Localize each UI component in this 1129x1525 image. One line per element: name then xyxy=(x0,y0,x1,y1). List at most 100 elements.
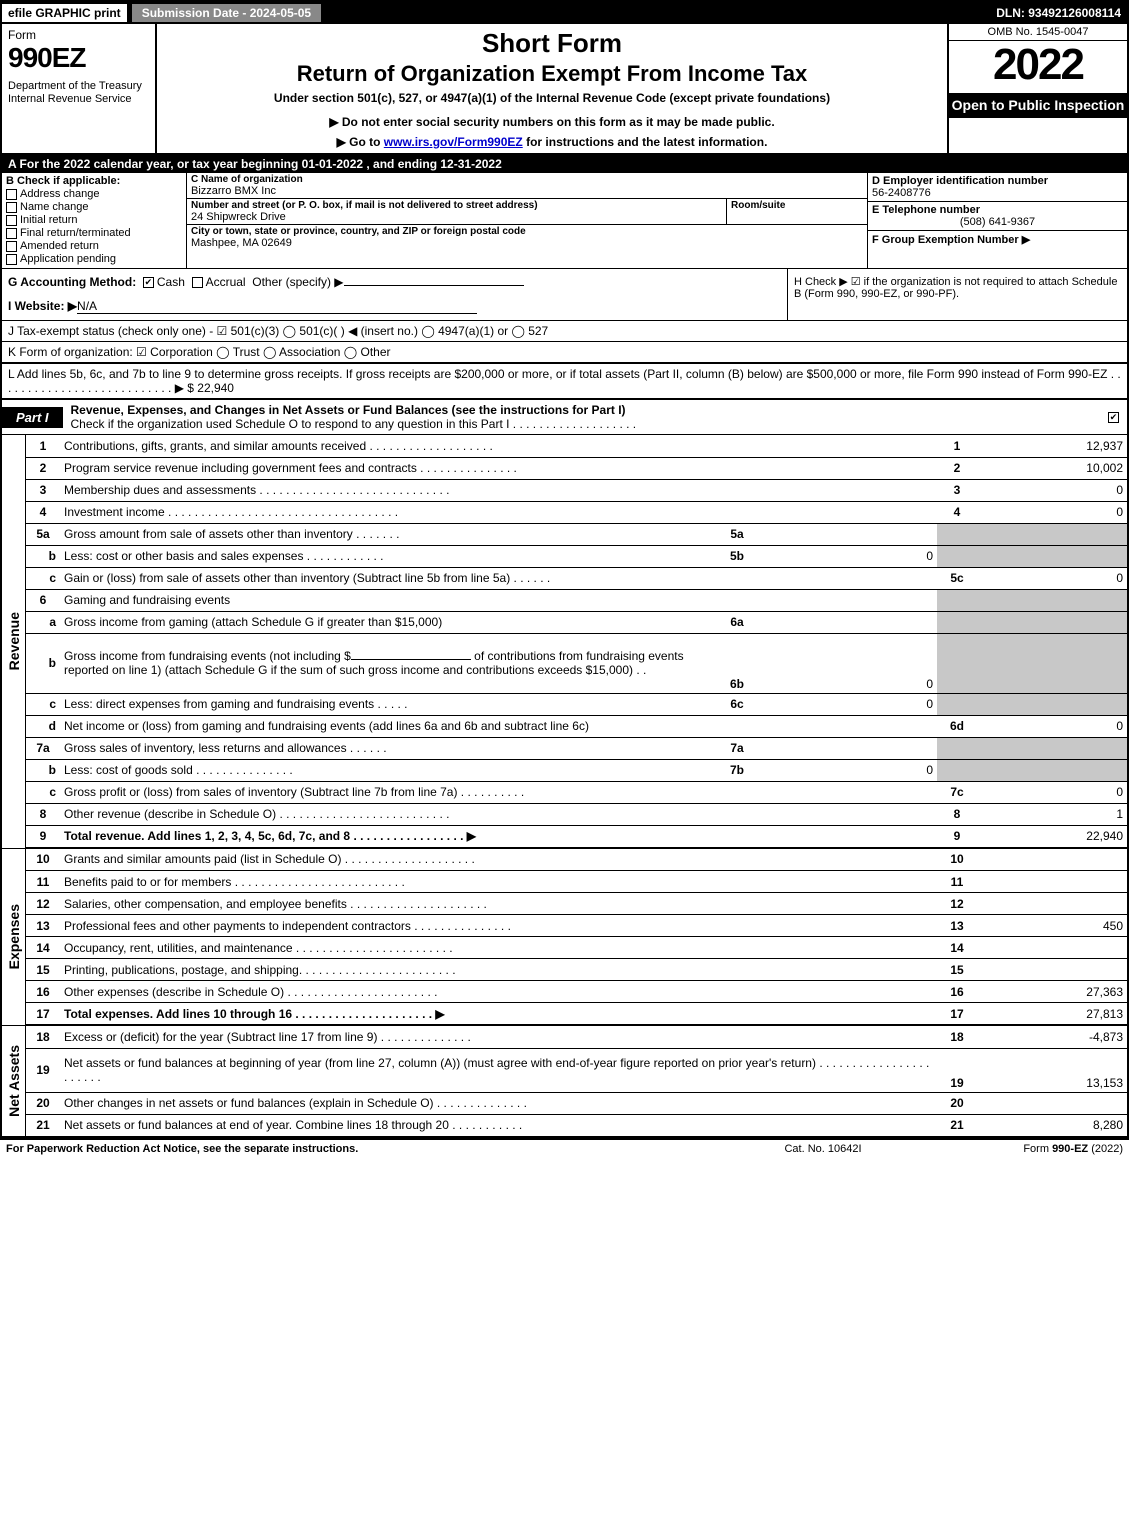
line-6b: bGross income from fundraising events (n… xyxy=(26,633,1127,693)
top-bar: efile GRAPHIC print Submission Date - 20… xyxy=(2,2,1127,24)
line-15: 15Printing, publications, postage, and s… xyxy=(26,959,1127,981)
line-16: 16Other expenses (describe in Schedule O… xyxy=(26,981,1127,1003)
expenses-label-col: Expenses xyxy=(2,849,26,1026)
org-name: Bizzarro BMX Inc xyxy=(191,185,863,197)
e-label: E Telephone number xyxy=(872,204,1123,216)
open-to-public: Open to Public Inspection xyxy=(949,93,1127,118)
part-i-tab: Part I xyxy=(2,407,63,428)
l-text: L Add lines 5b, 6c, and 7b to line 9 to … xyxy=(8,367,1121,395)
section-c-name-address: C Name of organization Bizzarro BMX Inc … xyxy=(187,173,867,268)
ein-value: 56-2408776 xyxy=(872,187,1123,199)
section-h: H Check ▶ ☑ if the organization is not r… xyxy=(787,269,1127,320)
line-l-gross-receipts: L Add lines 5b, 6c, and 7b to line 9 to … xyxy=(2,364,1127,398)
line-14: 14Occupancy, rent, utilities, and mainte… xyxy=(26,937,1127,959)
catalog-number: Cat. No. 10642I xyxy=(723,1143,923,1155)
form-number: 990EZ xyxy=(8,42,149,74)
form-word: Form xyxy=(8,28,149,42)
street-label: Number and street (or P. O. box, if mail… xyxy=(191,200,722,211)
cb-initial-return[interactable]: Initial return xyxy=(6,214,182,226)
city-value: Mashpee, MA 02649 xyxy=(191,237,863,249)
line-20: 20Other changes in net assets or fund ba… xyxy=(26,1092,1127,1114)
net-assets-label: Net Assets xyxy=(6,1045,22,1117)
line-6c: cLess: direct expenses from gaming and f… xyxy=(26,693,1127,715)
net-assets-section: Net Assets 18Excess or (deficit) for the… xyxy=(2,1026,1127,1138)
ssn-warning: ▶ Do not enter social security numbers o… xyxy=(165,115,939,129)
note2-suffix: for instructions and the latest informat… xyxy=(523,135,768,149)
line-5c: cGain or (loss) from sale of assets othe… xyxy=(26,567,1127,589)
6b-contrib-input[interactable] xyxy=(351,659,471,660)
cb-application-pending[interactable]: Application pending xyxy=(6,253,182,265)
expenses-label: Expenses xyxy=(6,904,22,969)
city-label: City or town, state or province, country… xyxy=(191,226,863,237)
dln-label: DLN: 93492126008114 xyxy=(996,6,1127,20)
group-exemption-cell: F Group Exemption Number ▶ xyxy=(868,231,1127,268)
form-ref: Form 990-EZ (2022) xyxy=(923,1143,1123,1155)
revenue-section: Revenue 1Contributions, gifts, grants, a… xyxy=(2,435,1127,849)
line-5a: 5aGross amount from sale of assets other… xyxy=(26,523,1127,545)
submission-date: Submission Date - 2024-05-05 xyxy=(131,3,322,23)
part-i-header: Part I Revenue, Expenses, and Changes in… xyxy=(2,398,1127,435)
line-5b: bLess: cost or other basis and sales exp… xyxy=(26,545,1127,567)
cb-cash[interactable] xyxy=(143,277,154,288)
header-right: OMB No. 1545-0047 2022 Open to Public In… xyxy=(947,24,1127,153)
revenue-label: Revenue xyxy=(6,612,22,670)
section-d-e-f: D Employer identification number 56-2408… xyxy=(867,173,1127,268)
entity-block: B Check if applicable: Address change Na… xyxy=(2,173,1127,269)
line-7a: 7aGross sales of inventory, less returns… xyxy=(26,737,1127,759)
header-center: Short Form Return of Organization Exempt… xyxy=(157,24,947,153)
accounting-method: G Accounting Method: Cash Accrual Other … xyxy=(8,275,781,289)
line-7c: cGross profit or (loss) from sales of in… xyxy=(26,781,1127,803)
line-3: 3Membership dues and assessments . . . .… xyxy=(26,479,1127,501)
line-1: 1Contributions, gifts, grants, and simil… xyxy=(26,435,1127,457)
cb-name-change[interactable]: Name change xyxy=(6,201,182,213)
net-assets-label-col: Net Assets xyxy=(2,1026,26,1136)
cb-address-change[interactable]: Address change xyxy=(6,188,182,200)
line-7b: bLess: cost of goods sold . . . . . . . … xyxy=(26,759,1127,781)
room-cell: Room/suite xyxy=(727,199,867,224)
line-6a: aGross income from gaming (attach Schedu… xyxy=(26,611,1127,633)
revenue-table: 1Contributions, gifts, grants, and simil… xyxy=(26,435,1127,848)
phone-value: (508) 641-9367 xyxy=(872,216,1123,228)
form-container: efile GRAPHIC print Submission Date - 20… xyxy=(0,0,1129,1140)
phone-cell: E Telephone number (508) 641-9367 xyxy=(868,202,1127,231)
ein-cell: D Employer identification number 56-2408… xyxy=(868,173,1127,202)
other-specify-input[interactable] xyxy=(344,285,524,286)
part-i-title: Revenue, Expenses, and Changes in Net As… xyxy=(63,400,1103,434)
accrual-label: Accrual xyxy=(206,275,246,289)
street-value: 24 Shipwreck Drive xyxy=(191,211,722,223)
section-b-checkboxes: B Check if applicable: Address change Na… xyxy=(2,173,187,268)
line-6d: dNet income or (loss) from gaming and fu… xyxy=(26,715,1127,737)
line-k-org-form: K Form of organization: ☑ Corporation ◯ … xyxy=(2,342,1127,364)
street-cell: Number and street (or P. O. box, if mail… xyxy=(187,199,727,224)
cb-amended-return[interactable]: Amended return xyxy=(6,240,182,252)
c-name-label: C Name of organization xyxy=(191,174,863,185)
cb-final-return[interactable]: Final return/terminated xyxy=(6,227,182,239)
section-g-i: G Accounting Method: Cash Accrual Other … xyxy=(2,269,787,320)
net-assets-table: 18Excess or (deficit) for the year (Subt… xyxy=(26,1026,1127,1136)
expenses-section: Expenses 10Grants and similar amounts pa… xyxy=(2,849,1127,1027)
line-18: 18Excess or (deficit) for the year (Subt… xyxy=(26,1026,1127,1048)
cash-label: Cash xyxy=(157,275,185,289)
line-6: 6Gaming and fundraising events xyxy=(26,589,1127,611)
row-g-h: G Accounting Method: Cash Accrual Other … xyxy=(2,269,1127,321)
tax-year: 2022 xyxy=(949,41,1127,93)
city-cell: City or town, state or province, country… xyxy=(187,225,867,250)
cb-accrual[interactable] xyxy=(192,277,203,288)
header-left: Form 990EZ Department of the Treasury In… xyxy=(2,24,157,153)
line-j-tax-exempt: J Tax-exempt status (check only one) - ☑… xyxy=(2,321,1127,342)
efile-print-label[interactable]: efile GRAPHIC print xyxy=(2,4,129,22)
b-label: B Check if applicable: xyxy=(6,175,182,187)
line-19: 19Net assets or fund balances at beginni… xyxy=(26,1048,1127,1092)
line-9: 9Total revenue. Add lines 1, 2, 3, 4, 5c… xyxy=(26,825,1127,847)
subtitle: Under section 501(c), 527, or 4947(a)(1)… xyxy=(165,91,939,105)
irs-link[interactable]: www.irs.gov/Form990EZ xyxy=(384,135,523,149)
line-12: 12Salaries, other compensation, and empl… xyxy=(26,893,1127,915)
street-row: Number and street (or P. O. box, if mail… xyxy=(187,199,867,225)
form-header: Form 990EZ Department of the Treasury In… xyxy=(2,24,1127,155)
f-label: F Group Exemption Number ▶ xyxy=(872,233,1123,246)
l-value: 22,940 xyxy=(197,381,234,395)
part-i-checkbox[interactable] xyxy=(1103,410,1127,424)
line-8: 8Other revenue (describe in Schedule O) … xyxy=(26,803,1127,825)
part-i-sub: Check if the organization used Schedule … xyxy=(71,417,637,431)
page-footer: For Paperwork Reduction Act Notice, see … xyxy=(0,1140,1129,1158)
